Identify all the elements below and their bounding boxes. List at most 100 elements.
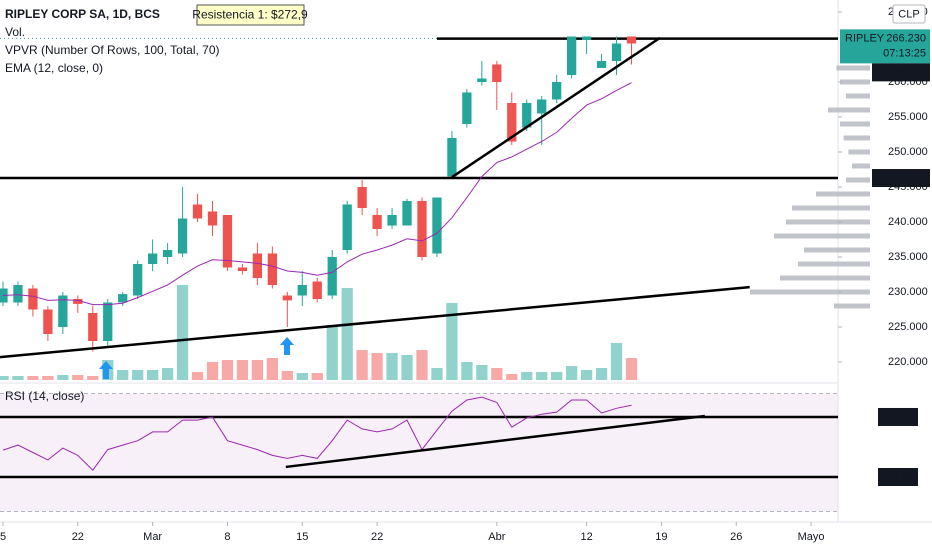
volume-bar <box>521 372 533 380</box>
currency-box <box>892 4 926 24</box>
last-price-name: RIPLEY <box>845 32 885 44</box>
rsi-trend-line <box>285 414 705 469</box>
volume-profile-bar <box>834 303 870 309</box>
volume-profile-bar <box>848 149 870 155</box>
volume-bar <box>161 368 174 380</box>
x-tick-label: Mar <box>143 531 162 543</box>
volume-profile-bar <box>846 93 870 99</box>
volume-profile-bar <box>840 79 870 85</box>
trend-line <box>451 36 661 179</box>
candle-body <box>192 204 203 219</box>
y-tick-label: 240.000 <box>888 216 928 228</box>
volume-bar <box>341 288 353 380</box>
annotation: Resistencia 1: $272,9 <box>192 8 308 22</box>
volume-bar <box>565 366 578 380</box>
candle-body <box>342 204 352 250</box>
legend-item: Vol. <box>5 25 25 39</box>
candle-body <box>552 81 562 100</box>
x-tick-label: 15 <box>296 531 308 543</box>
candle-body <box>237 267 248 271</box>
trend-line <box>0 285 750 359</box>
volume-profile-bar <box>852 163 870 169</box>
volume-bar <box>311 373 323 380</box>
candle-body <box>417 200 427 257</box>
volume-bar <box>446 303 458 380</box>
volume-profile-bar <box>846 177 870 183</box>
rsi-level-label: 62.05 <box>886 411 914 423</box>
volume-bar <box>0 376 9 380</box>
candle-body <box>312 281 322 300</box>
volume-bar <box>595 368 608 380</box>
candle-body <box>522 102 532 128</box>
candle-body <box>372 214 382 229</box>
volume-profile-bar <box>804 247 870 253</box>
rsi-line <box>2 396 632 471</box>
candle-body <box>507 102 517 142</box>
x-tick-label: 22 <box>371 531 383 543</box>
candle-body <box>626 36 637 44</box>
candle-body <box>477 78 487 82</box>
volume-bar <box>326 325 338 380</box>
plot-layer: 220.000225.000230.000235.000240.000245.0… <box>0 4 930 543</box>
candle-body <box>28 288 38 310</box>
candle-body <box>447 137 457 177</box>
candle-body <box>207 211 218 226</box>
volume-bar <box>536 372 548 380</box>
volume-bar <box>27 376 39 380</box>
volume-profile-bar <box>786 219 870 225</box>
ema-line <box>2 82 632 306</box>
rsi-level-badge <box>878 467 918 486</box>
volume-bar <box>610 343 623 380</box>
volume-profile-bar <box>840 121 870 127</box>
rsi-level-badge <box>878 407 918 426</box>
y-tick-label: 230.000 <box>888 286 928 298</box>
volume-bar <box>281 371 293 380</box>
annotation-box <box>196 4 305 26</box>
volume-bar <box>416 350 428 380</box>
volume-bar <box>491 368 503 380</box>
rsi-band <box>0 393 838 512</box>
volume-bar <box>236 360 249 380</box>
y-tick-label: 255.000 <box>888 111 928 123</box>
volume-bar <box>206 362 219 380</box>
volume-bar <box>506 374 518 380</box>
legend-item: VPVR (Number Of Rows, 100, Total, 70) <box>5 43 220 57</box>
candle-body <box>327 256 337 296</box>
volume-profile-bar <box>750 289 870 295</box>
level-badge-label: 266.196 <box>886 66 926 78</box>
volume-bar <box>266 358 278 380</box>
currency: CLP <box>898 8 919 20</box>
candle-body <box>492 64 502 82</box>
x-tick-label: 26 <box>730 531 742 543</box>
candle-body <box>118 294 128 303</box>
last-price-badge <box>840 29 930 64</box>
x-tick-label: 19 <box>655 531 667 543</box>
volume-bar <box>57 375 69 380</box>
candle-body <box>387 214 397 226</box>
volume-profile-bar <box>798 261 870 267</box>
level-badge-label: 246.281 <box>886 172 926 184</box>
volume-bar <box>580 370 593 380</box>
candle-body <box>611 43 622 61</box>
volume-bar <box>625 358 638 380</box>
y-tick-label: 235.000 <box>888 251 928 263</box>
volume-bar <box>371 353 383 380</box>
countdown: 07:13:25 <box>883 47 926 59</box>
volume-bar <box>401 355 413 380</box>
x-tick-label: 22 <box>72 531 84 543</box>
level-badge <box>872 169 930 188</box>
volume-bar <box>191 372 204 380</box>
x-tick-label: Abr <box>488 531 505 543</box>
volume-profile-bar <box>792 205 870 211</box>
volume-bar <box>476 365 488 380</box>
signal-arrow <box>99 361 113 379</box>
y-tick-label: 250.000 <box>888 146 928 158</box>
volume-bar <box>251 360 264 380</box>
chart-title: RIPLEY CORP SA, 1D, BCS <box>5 7 160 21</box>
x-tick-label: Mayo <box>798 531 825 543</box>
candle-body <box>103 302 113 342</box>
volume-bar <box>296 373 308 380</box>
rsi-level-label: 41.69 <box>886 471 914 483</box>
legend-item: EMA (12, close, 0) <box>5 61 103 75</box>
candle-body <box>462 92 472 124</box>
